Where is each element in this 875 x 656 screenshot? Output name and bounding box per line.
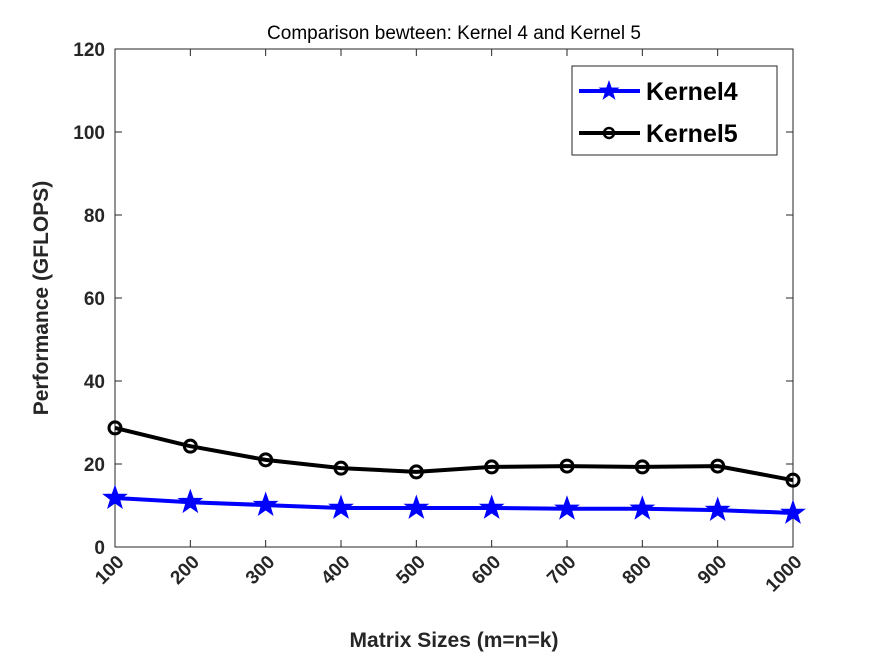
data-point-star: [554, 495, 580, 520]
legend-label-kernel5: Kernel5: [646, 120, 738, 148]
data-point-circle: [484, 459, 500, 475]
data-point-star: [102, 484, 128, 509]
data-point-circle: [710, 458, 726, 474]
data-point-circle: [333, 460, 349, 476]
data-point-circle: [785, 472, 801, 488]
legend: Kernel4 Kernel5: [571, 65, 778, 156]
data-point-star: [177, 488, 204, 514]
legend-box: [571, 65, 778, 156]
data-point-circle: [408, 464, 424, 480]
data-point-star: [403, 494, 430, 519]
y-tick-label: 100: [73, 123, 105, 144]
x-axis-label: Matrix Sizes (m=n=k): [350, 629, 559, 652]
legend-label-kernel4: Kernel4: [646, 78, 738, 106]
y-tick-label: 40: [84, 372, 105, 393]
legend-circle-icon: [602, 126, 616, 140]
x-tick-label: 500: [393, 552, 430, 589]
series-line-kernel4: [114, 496, 794, 515]
data-point-circle: [258, 452, 274, 468]
x-tick-label: 800: [619, 552, 656, 589]
x-tick-label: 600: [468, 552, 505, 589]
y-tick-label: 20: [84, 455, 105, 476]
data-point-circle: [634, 459, 650, 475]
x-tick-label: 1000: [762, 552, 807, 597]
data-point-star: [704, 496, 731, 522]
y-tick-label: 60: [84, 289, 105, 310]
series-kernel5: [107, 420, 801, 488]
data-point-circle: [182, 438, 198, 454]
data-point-circle: [559, 458, 575, 474]
y-tick-label: 0: [94, 538, 105, 559]
data-point-star: [328, 494, 354, 519]
x-tick-label: 700: [543, 552, 580, 589]
series-line-kernel5: [114, 425, 794, 483]
data-point-star: [629, 495, 656, 520]
x-tick-label: 300: [242, 552, 279, 589]
y-tick-label: 80: [84, 206, 105, 227]
chart-title: Comparison bewteen: Kernel 4 and Kernel …: [267, 23, 641, 44]
data-point-star: [780, 499, 806, 524]
y-tick-label: 120: [73, 40, 105, 61]
data-point-star: [478, 494, 505, 519]
x-tick-label: 900: [694, 552, 731, 589]
x-tick-label: 200: [167, 552, 204, 589]
y-axis-label: Performance (GFLOPS): [30, 181, 53, 416]
data-point-circle: [107, 420, 123, 436]
x-tick-label: 400: [317, 552, 354, 589]
legend-star-icon: [598, 80, 620, 100]
data-point-star: [252, 491, 279, 517]
series-kernel4: [102, 484, 806, 524]
